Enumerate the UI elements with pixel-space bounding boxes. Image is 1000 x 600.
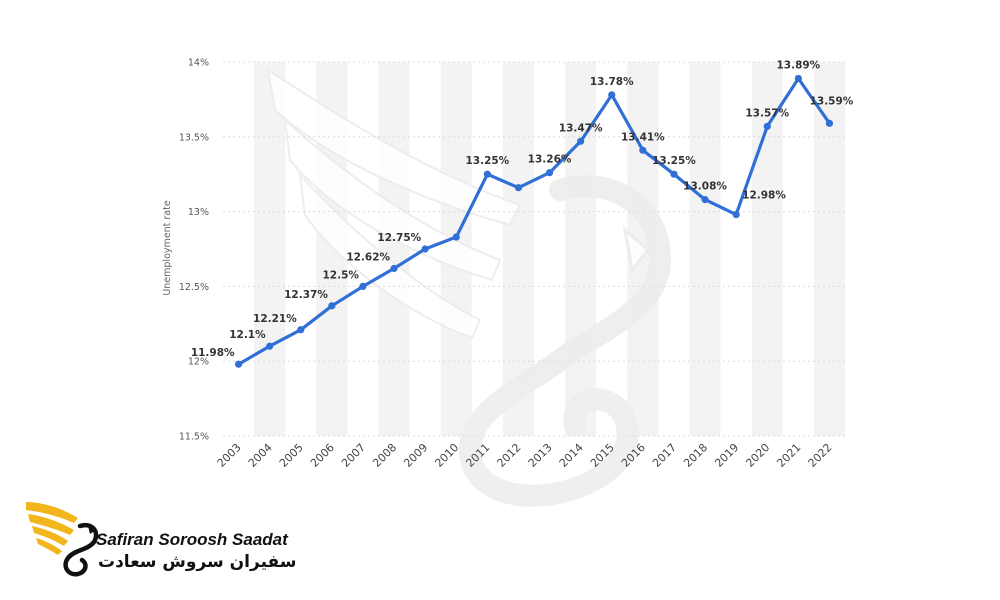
- data-point: [234, 360, 243, 368]
- data-point: [452, 233, 460, 241]
- data-label: 12.21%: [253, 313, 297, 325]
- y-axis-label: Unemployment rate: [162, 200, 173, 295]
- brand-logo: Safiran Soroosh Saadat سفیران سروش سعادت: [22, 492, 296, 582]
- data-point: [514, 184, 523, 192]
- x-tick-label: 2022: [806, 441, 835, 470]
- x-tick-label: 2018: [681, 441, 710, 470]
- data-point: [794, 74, 802, 83]
- x-tick-label: 2014: [557, 441, 586, 470]
- x-tick-label: 2007: [339, 441, 368, 470]
- data-label: 12.98%: [742, 190, 786, 202]
- data-label: 13.47%: [559, 122, 603, 134]
- data-point: [266, 342, 274, 350]
- data-label: 13.78%: [590, 76, 634, 88]
- x-tick-label: 2003: [215, 441, 244, 470]
- column-band: [689, 62, 721, 436]
- brand-name-persian: سفیران سروش سعادت: [98, 552, 297, 572]
- x-tick-label: 2020: [743, 441, 772, 470]
- gridlines: [223, 61, 845, 437]
- x-tick-label: 2017: [650, 441, 679, 470]
- data-label: 13.25%: [652, 155, 696, 167]
- column-band: [813, 62, 845, 436]
- data-point: [608, 91, 616, 99]
- data-point: [297, 326, 305, 334]
- golden-swan-icon: [26, 502, 99, 577]
- data-label: 13.26%: [528, 154, 572, 166]
- column-band: [254, 62, 286, 436]
- data-label: 12.1%: [229, 329, 266, 341]
- data-point: [577, 137, 585, 145]
- data-labels: 11.98% 12.1% 12.21% 12.37% 12.5% 12.62% 12.75%…: [191, 59, 854, 359]
- x-tick-label: 2012: [495, 441, 524, 470]
- data-point: [701, 196, 709, 204]
- series-line: [237, 76, 832, 366]
- column-band: [565, 62, 597, 436]
- brand-name-english: Safiran Soroosh Saadat: [96, 530, 288, 549]
- column-band: [378, 62, 410, 436]
- y-tick-label: 13%: [188, 207, 209, 218]
- data-point: [639, 146, 647, 154]
- data-label: 13.59%: [810, 95, 854, 107]
- data-point: [732, 210, 740, 219]
- data-point: [545, 169, 554, 177]
- data-label: 13.25%: [465, 155, 509, 167]
- x-tick-label: 2005: [277, 441, 306, 470]
- data-point: [390, 264, 398, 273]
- x-tick-label: 2004: [246, 441, 275, 470]
- data-label: 13.08%: [683, 181, 727, 193]
- x-tick-label: 2021: [774, 441, 803, 470]
- x-tick-label: 2008: [370, 441, 399, 470]
- data-label: 13.57%: [745, 107, 789, 119]
- y-tick-label: 14%: [188, 58, 209, 69]
- y-axis-ticks: 11.5% 12% 12.5% 13% 13.5% 14%: [179, 58, 209, 443]
- x-tick-label: 2019: [712, 441, 741, 470]
- data-point: [421, 245, 429, 253]
- series-points: [234, 74, 834, 368]
- data-label: 12.62%: [346, 251, 390, 263]
- y-tick-label: 12%: [188, 357, 209, 368]
- x-tick-label: 2009: [401, 441, 430, 470]
- x-tick-label: 2013: [526, 441, 555, 470]
- data-label: 12.5%: [323, 269, 360, 281]
- y-tick-label: 12.5%: [179, 282, 209, 293]
- x-tick-label: 2006: [308, 441, 337, 470]
- data-label: 11.98%: [191, 347, 235, 359]
- x-tick-label: 2010: [432, 441, 461, 470]
- data-point: [359, 282, 367, 290]
- data-label: 12.37%: [284, 289, 328, 301]
- data-point: [328, 302, 336, 310]
- y-tick-label: 13.5%: [179, 132, 209, 143]
- data-point: [763, 122, 771, 130]
- data-point: [670, 170, 678, 178]
- data-label: 13.89%: [776, 59, 820, 71]
- x-axis-ticks: 2003 2004 2005 2006 2007 2008 2009 2010 2011 2012…: [215, 441, 835, 470]
- data-point: [483, 170, 491, 178]
- data-label: 12.75%: [377, 232, 421, 244]
- data-label: 13.41%: [621, 131, 665, 143]
- data-point: [825, 119, 834, 127]
- y-tick-label: 11.5%: [179, 432, 209, 443]
